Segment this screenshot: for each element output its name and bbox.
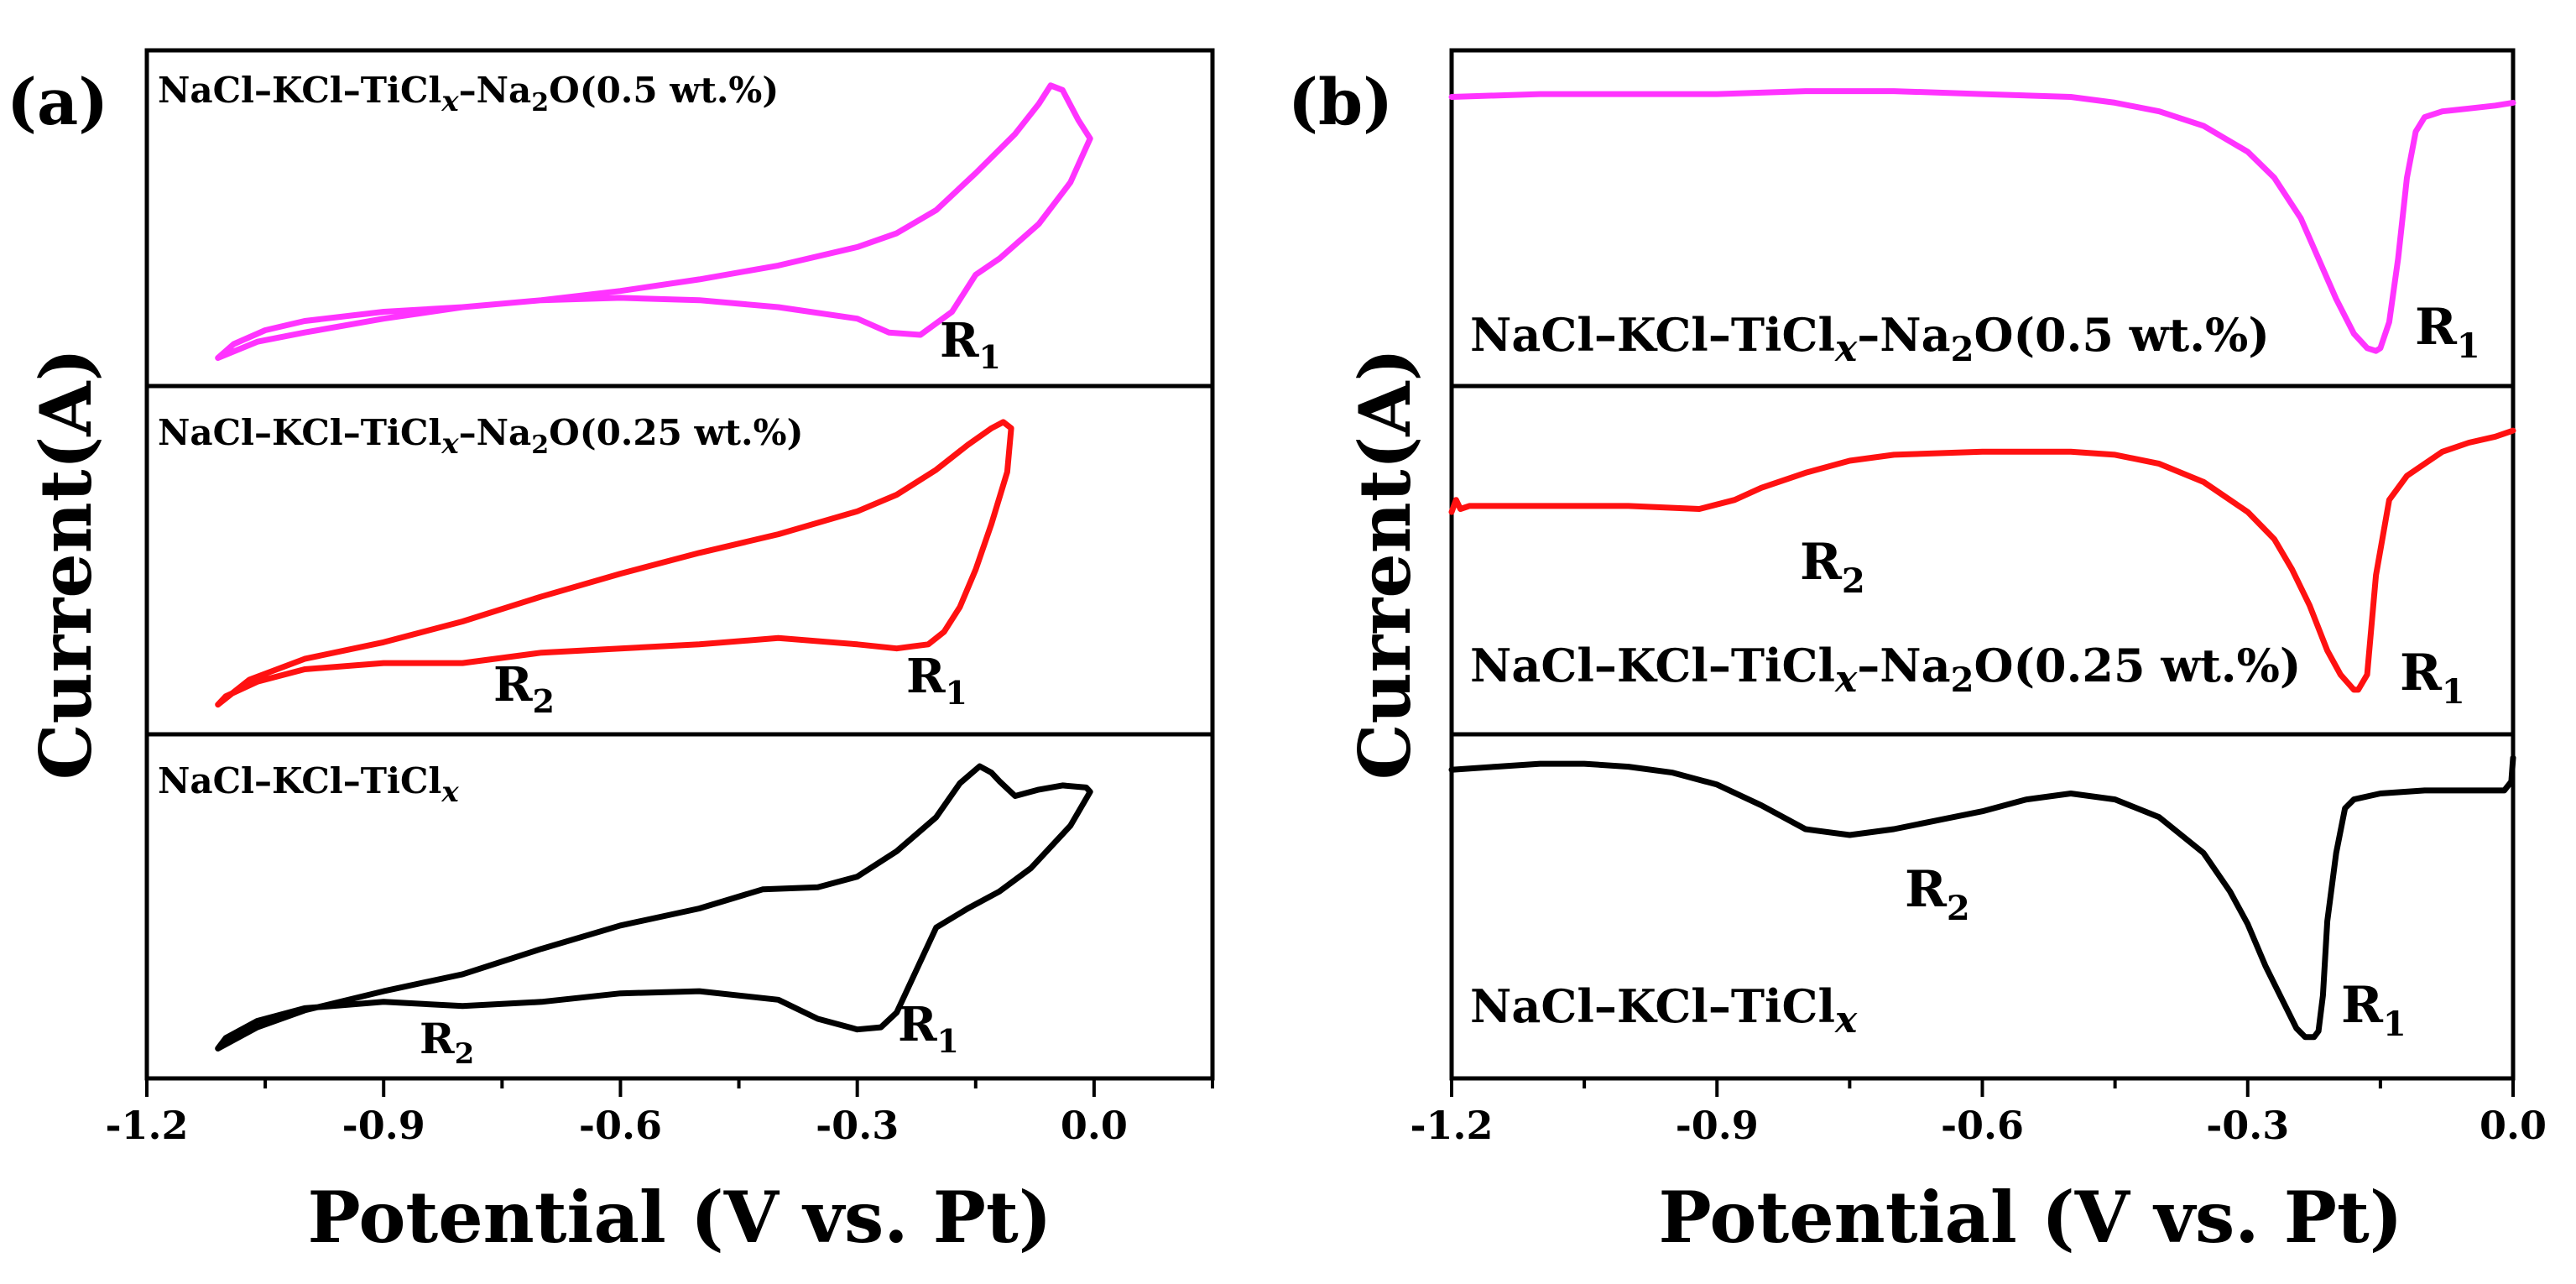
b-y-axis-title: Current(A) — [1343, 348, 1426, 780]
x-tick-label: -0.6 — [579, 1103, 662, 1148]
a-bottom-curve — [215, 763, 1093, 1052]
a-middle-peak-r2: R2 — [493, 657, 555, 720]
a-middle-curve — [215, 419, 1014, 708]
panel-a: (a) -1.2 -0.9 -0.6 -0.3 0.0 NaCl–KCl–TiClx–N… — [7, 48, 1215, 1259]
b-bottom-peak-r2: R2 — [1905, 860, 1970, 928]
x-tick-label: -0.6 — [1941, 1103, 2024, 1148]
a-bottom-label: NaCl–KCl–TiClx — [158, 760, 459, 809]
a-top-curve — [215, 82, 1093, 361]
panel-b-label: (b) — [1288, 65, 1393, 139]
b-middle-peak-r1: R1 — [2400, 644, 2465, 712]
panel-a-x-ticks: -1.2 -0.9 -0.6 -0.3 0.0 — [105, 1078, 1214, 1148]
b-top-peak-r1: R1 — [2415, 298, 2480, 366]
b-top-label: NaCl–KCl–TiClx–Na2O(0.5 wt.%) — [1470, 308, 2270, 370]
panel-b-x-ticks: -1.2 -0.9 -0.6 -0.3 0.0 — [1410, 1078, 2547, 1148]
panel-a-label: (a) — [7, 65, 108, 139]
b-bottom-curve — [1448, 754, 2516, 1041]
x-tick-label: 0.0 — [2480, 1103, 2547, 1148]
a-bottom-peak-r1: R1 — [898, 997, 959, 1060]
x-tick-label: 0.0 — [1061, 1103, 1128, 1148]
x-tick-label: -0.9 — [342, 1103, 425, 1148]
panel-a-curves — [215, 82, 1093, 1052]
b-middle-curve — [1448, 427, 2516, 693]
a-top-label: NaCl–KCl–TiClx–Na2O(0.5 wt.%) — [158, 70, 779, 118]
x-tick-label: -0.3 — [2206, 1103, 2289, 1148]
b-bottom-peak-r1: R1 — [2341, 976, 2407, 1044]
a-y-axis-title: Current(A) — [24, 348, 107, 780]
a-bottom-peak-r2: R2 — [420, 1014, 474, 1071]
panel-a-frame — [144, 48, 1215, 1081]
b-x-axis-title: Potential (V vs. Pt) — [1658, 1176, 2402, 1259]
x-tick-label: -0.9 — [1676, 1103, 1759, 1148]
x-tick-label: -1.2 — [1410, 1103, 1493, 1148]
a-top-peak-r1: R1 — [940, 313, 1001, 376]
a-middle-peak-r1: R1 — [906, 649, 967, 712]
b-middle-peak-r2: R2 — [1800, 533, 1865, 601]
b-middle-label: NaCl–KCl–TiClx–Na2O(0.25 wt.%) — [1470, 639, 2301, 701]
a-middle-label: NaCl–KCl–TiClx–Na2O(0.25 wt.%) — [158, 412, 803, 461]
b-top-curve — [1448, 88, 2516, 354]
x-tick-label: -0.3 — [816, 1103, 899, 1148]
panel-b-curves — [1448, 88, 2516, 1041]
a-x-axis-title: Potential (V vs. Pt) — [307, 1176, 1051, 1259]
b-bottom-label: NaCl–KCl–TiClx — [1470, 979, 1858, 1041]
x-tick-label: -1.2 — [105, 1103, 188, 1148]
panel-b-frame — [1449, 48, 2516, 1081]
panel-b: (b) -1.2 -0.9 -0.6 -0.3 0.0 NaCl–KCl–TiClx–N… — [1288, 48, 2547, 1259]
